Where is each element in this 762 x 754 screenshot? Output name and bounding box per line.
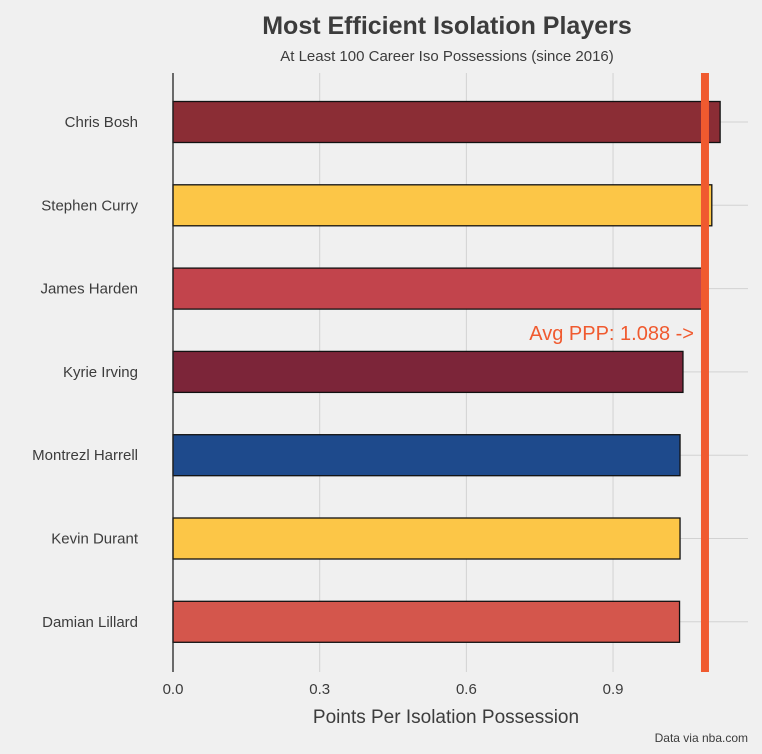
average-label: Avg PPP: 1.088 -> [529,323,694,345]
x-tick-label: 0.6 [456,681,477,698]
bar [172,600,681,643]
x-tick-label: 0.3 [309,681,330,698]
y-tick-label: Stephen Curry [41,197,138,214]
x-axis-label: Points Per Isolation Possession [312,707,580,728]
bar [172,434,681,477]
bar [172,184,713,227]
caption: Data via nba.com [654,731,748,745]
bar [172,350,684,394]
y-tick-label: Kyrie Irving [63,364,138,381]
chart-subtitle: At Least 100 Career Iso Possessions (sin… [280,48,614,65]
y-tick-label: James Harden [40,281,138,298]
x-tick-label: 0.0 [163,681,184,698]
y-tick-label: Chris Bosh [65,114,138,131]
y-tick-label: Montrezl Harrell [32,447,138,464]
bar [172,267,707,310]
y-tick-label: Damian Lillard [42,614,138,631]
y-tick-label: Kevin Durant [51,531,139,548]
x-tick-label: 0.9 [603,681,624,698]
chart-title: Most Efficient Isolation Players [262,12,632,40]
bar [172,517,681,560]
bar [172,100,721,144]
